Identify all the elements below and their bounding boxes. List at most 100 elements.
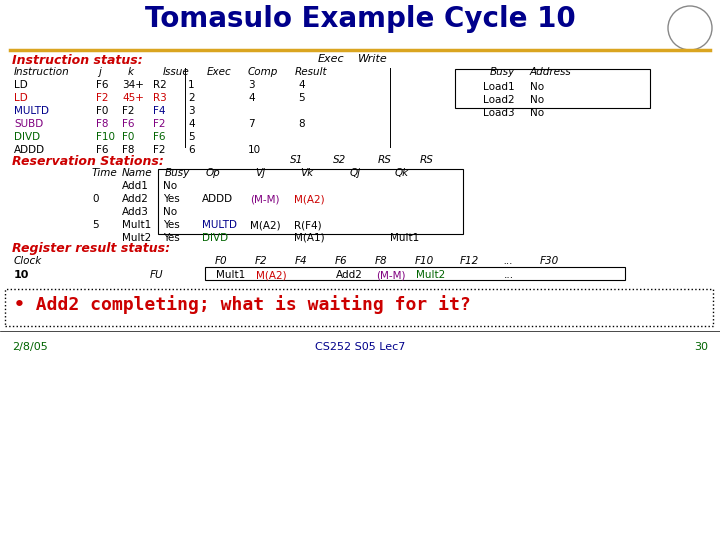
Text: Busy: Busy: [165, 168, 190, 178]
Text: F4: F4: [153, 106, 166, 116]
Text: 4: 4: [298, 80, 305, 90]
Text: Vj: Vj: [255, 168, 265, 178]
Text: 30: 30: [694, 342, 708, 352]
Text: ...: ...: [503, 256, 513, 266]
Text: Vk: Vk: [300, 168, 313, 178]
Text: LD: LD: [14, 93, 28, 103]
Text: Exec: Exec: [318, 54, 345, 64]
Text: F0: F0: [122, 132, 135, 142]
Text: Comp: Comp: [248, 67, 279, 77]
Text: Exec: Exec: [207, 67, 232, 77]
Text: R(F4): R(F4): [294, 220, 322, 230]
Text: DIVD: DIVD: [202, 233, 228, 243]
Text: Name: Name: [122, 168, 153, 178]
Text: ADDD: ADDD: [202, 194, 233, 204]
Text: S2: S2: [333, 155, 346, 165]
Text: Qk: Qk: [395, 168, 409, 178]
Text: F2: F2: [153, 145, 166, 155]
Text: F6: F6: [96, 145, 109, 155]
Text: Clock: Clock: [14, 256, 42, 266]
Text: DIVD: DIVD: [14, 132, 40, 142]
Text: Yes: Yes: [163, 233, 180, 243]
Text: Time: Time: [92, 168, 118, 178]
Text: F6: F6: [122, 119, 135, 129]
Text: F2: F2: [153, 119, 166, 129]
Text: F10: F10: [96, 132, 115, 142]
Text: Mult1: Mult1: [122, 220, 151, 230]
Text: Issue: Issue: [163, 67, 190, 77]
Text: CS252 S05 Lec7: CS252 S05 Lec7: [315, 342, 405, 352]
Text: Busy: Busy: [490, 67, 516, 77]
Text: RS: RS: [378, 155, 392, 165]
Text: Mult1: Mult1: [390, 233, 419, 243]
Text: (M-M): (M-M): [376, 270, 405, 280]
Text: Add2: Add2: [122, 194, 149, 204]
Text: 0: 0: [92, 194, 99, 204]
Text: F6: F6: [153, 132, 166, 142]
Text: F2: F2: [96, 93, 109, 103]
Text: F6: F6: [335, 256, 348, 266]
Text: Add1: Add1: [122, 181, 149, 191]
Text: SUBD: SUBD: [14, 119, 43, 129]
Text: Mult2: Mult2: [416, 270, 445, 280]
Text: 1: 1: [188, 80, 194, 90]
Text: 2: 2: [188, 93, 194, 103]
Text: M(A2): M(A2): [294, 194, 325, 204]
Text: • Add2 completing; what is waiting for it?: • Add2 completing; what is waiting for i…: [14, 295, 471, 314]
Text: Add2: Add2: [336, 270, 363, 280]
Text: F0: F0: [96, 106, 109, 116]
Text: 10: 10: [14, 270, 30, 280]
Text: F2: F2: [255, 256, 268, 266]
FancyBboxPatch shape: [205, 267, 625, 280]
Text: (M-M): (M-M): [250, 194, 279, 204]
Text: MULTD: MULTD: [202, 220, 237, 230]
Text: F8: F8: [122, 145, 135, 155]
Text: 4: 4: [248, 93, 255, 103]
Text: F8: F8: [96, 119, 109, 129]
FancyBboxPatch shape: [5, 289, 713, 326]
Text: Register result status:: Register result status:: [12, 242, 170, 255]
Text: Reservation Stations:: Reservation Stations:: [12, 155, 164, 168]
Text: F6: F6: [96, 80, 109, 90]
Text: 8: 8: [298, 119, 305, 129]
Text: Load3: Load3: [483, 108, 515, 118]
Text: LD: LD: [14, 80, 28, 90]
Text: M(A1): M(A1): [294, 233, 325, 243]
Text: Mult1: Mult1: [216, 270, 246, 280]
Text: MULTD: MULTD: [14, 106, 49, 116]
Text: Instruction status:: Instruction status:: [12, 54, 143, 67]
FancyBboxPatch shape: [158, 169, 463, 234]
Text: k: k: [128, 67, 134, 77]
Text: 45+: 45+: [122, 93, 144, 103]
Text: 6: 6: [188, 145, 194, 155]
Text: F30: F30: [540, 256, 559, 266]
Text: Mult2: Mult2: [122, 233, 151, 243]
Text: 7: 7: [248, 119, 255, 129]
Text: Yes: Yes: [163, 194, 180, 204]
Text: RS: RS: [420, 155, 434, 165]
Text: F12: F12: [460, 256, 480, 266]
Text: No: No: [163, 181, 177, 191]
Text: Load2: Load2: [483, 95, 515, 105]
Text: Yes: Yes: [163, 220, 180, 230]
Text: R3: R3: [153, 93, 167, 103]
Text: 3: 3: [248, 80, 255, 90]
Text: F8: F8: [375, 256, 387, 266]
Text: No: No: [530, 82, 544, 92]
Text: F10: F10: [415, 256, 434, 266]
Text: S1: S1: [290, 155, 303, 165]
Text: 5: 5: [92, 220, 99, 230]
Text: M(A2): M(A2): [250, 220, 281, 230]
Text: Add3: Add3: [122, 207, 149, 217]
Text: F2: F2: [122, 106, 135, 116]
Text: ADDD: ADDD: [14, 145, 45, 155]
Text: 5: 5: [298, 93, 305, 103]
Text: Op: Op: [206, 168, 221, 178]
Text: No: No: [530, 108, 544, 118]
Text: FU: FU: [150, 270, 163, 280]
Text: Write: Write: [358, 54, 388, 64]
Text: Qj: Qj: [350, 168, 361, 178]
Text: No: No: [163, 207, 177, 217]
Text: Load1: Load1: [483, 82, 515, 92]
Text: Result: Result: [295, 67, 328, 77]
